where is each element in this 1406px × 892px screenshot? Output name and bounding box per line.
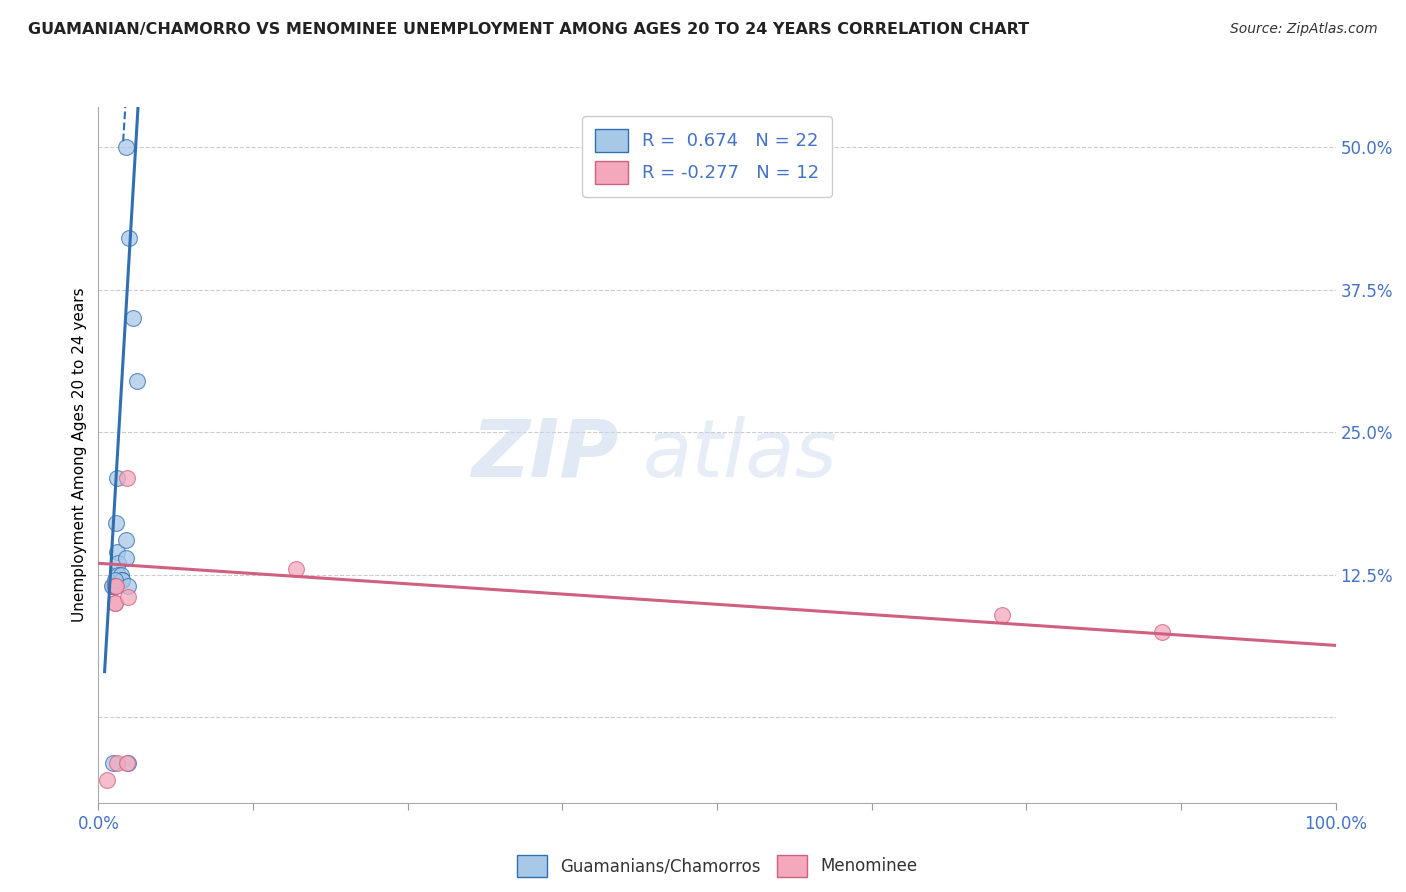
Point <box>114 140 136 154</box>
Text: GUAMANIAN/CHAMORRO VS MENOMINEE UNEMPLOYMENT AMONG AGES 20 TO 24 YEARS CORRELATI: GUAMANIAN/CHAMORRO VS MENOMINEE UNEMPLOY… <box>28 22 1029 37</box>
Point <box>103 596 125 610</box>
Point <box>285 562 308 576</box>
Point <box>103 579 125 593</box>
Point <box>122 311 145 326</box>
Point <box>114 533 136 548</box>
Point <box>115 471 138 485</box>
Point <box>107 556 129 570</box>
Point <box>105 471 128 485</box>
Point <box>103 574 125 588</box>
Text: atlas: atlas <box>643 416 838 494</box>
Point <box>103 579 125 593</box>
Point <box>103 579 125 593</box>
Point <box>117 579 139 593</box>
Point <box>125 374 148 388</box>
Text: Source: ZipAtlas.com: Source: ZipAtlas.com <box>1230 22 1378 37</box>
Point <box>117 591 139 605</box>
Point <box>111 574 134 588</box>
Point <box>111 574 134 588</box>
Legend: Guamanians/Chamorros, Menominee: Guamanians/Chamorros, Menominee <box>508 847 927 885</box>
Point <box>105 545 128 559</box>
Text: ZIP: ZIP <box>471 416 619 494</box>
Point <box>115 756 138 770</box>
Point <box>103 756 125 770</box>
Point <box>110 567 132 582</box>
Point <box>101 579 124 593</box>
Point <box>96 772 118 787</box>
Point <box>104 579 127 593</box>
Point <box>1152 624 1174 639</box>
Point <box>105 756 128 770</box>
Point <box>103 579 125 593</box>
Point <box>104 516 127 531</box>
Point <box>118 231 141 245</box>
Point <box>114 550 136 565</box>
Y-axis label: Unemployment Among Ages 20 to 24 years: Unemployment Among Ages 20 to 24 years <box>72 287 87 623</box>
Point <box>107 567 129 582</box>
Point <box>990 607 1012 622</box>
Point <box>103 596 125 610</box>
Point <box>117 756 139 770</box>
